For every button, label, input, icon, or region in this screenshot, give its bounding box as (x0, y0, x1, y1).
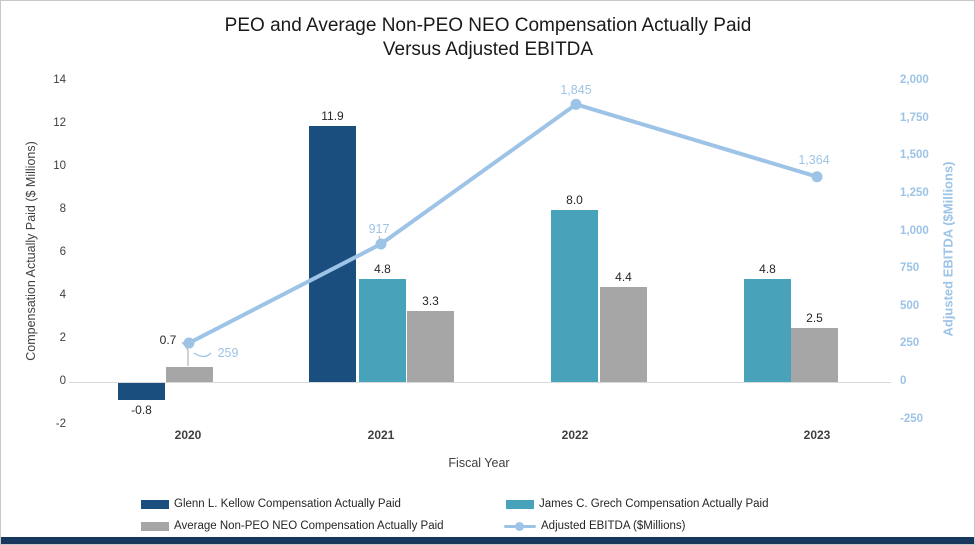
legend-item-4: Adjusted EBITDA ($Millions) (504, 520, 685, 532)
right-tick-label: 2,000 (900, 74, 929, 86)
bar-data-label: 2.5 (806, 311, 823, 326)
legend-label: Glenn L. Kellow Compensation Actually Pa… (174, 498, 401, 510)
bar (551, 210, 598, 382)
bar (791, 328, 838, 382)
right-tick-label: 1,750 (900, 111, 929, 124)
line-marker (375, 238, 387, 250)
legend-label: James C. Grech Compensation Actually Pai… (539, 498, 769, 510)
left-tick-label: 0 (59, 375, 66, 387)
chart-title: PEO and Average Non-PEO NEO Compensation… (225, 14, 752, 62)
bar-data-label: 8.0 (566, 193, 583, 207)
bar (359, 278, 406, 382)
bar (166, 366, 213, 382)
x-category-label: 2022 (561, 428, 589, 442)
bar-data-label: 11.9 (321, 109, 344, 124)
bar-data-label: 3.3 (422, 294, 439, 309)
x-category-label: 2020 (174, 428, 202, 442)
bar (600, 287, 647, 382)
legend-label: Average Non-PEO NEO Compensation Actuall… (174, 520, 444, 532)
bar (118, 383, 165, 401)
line-marker (811, 171, 823, 183)
right-tick-label: 1,250 (900, 186, 929, 199)
chart-title-line2: Versus Adjusted EBITDA (382, 39, 594, 60)
line-marker (183, 337, 195, 349)
bar-data-label: 4.8 (759, 261, 776, 276)
bar-data-label: 4.8 (374, 261, 391, 276)
legend-label: Adjusted EBITDA ($Millions) (541, 520, 686, 532)
label-leader-line (378, 235, 382, 244)
left-tick-label: 8 (59, 203, 66, 215)
right-tick-label: 0 (900, 375, 907, 387)
line-marker (570, 98, 582, 110)
line-data-label: 1,845 (560, 83, 592, 98)
right-tick-label: 1,000 (900, 224, 929, 237)
left-tick-label: -2 (55, 418, 66, 430)
legend-item-2: James C. Grech Compensation Actually Pai… (506, 498, 768, 510)
right-tick-label: -250 (900, 412, 924, 425)
chart-title-line1: PEO and Average Non-PEO NEO Compensation… (224, 15, 752, 36)
left-tick-label: 2 (59, 332, 66, 344)
legend-swatch (506, 499, 534, 509)
right-tick-label: 750 (900, 262, 920, 275)
legend-line-swatch (504, 521, 536, 531)
bar (309, 126, 356, 382)
line-data-label: 1,364 (798, 152, 830, 167)
legend-item-3: Average Non-PEO NEO Compensation Actuall… (141, 520, 444, 532)
bar-data-label: 4.4 (615, 270, 632, 285)
ebitda-line (187, 102, 819, 346)
bottom-accent-bar (1, 537, 974, 544)
line-data-label: 917 (368, 221, 390, 236)
legend-swatch (141, 521, 169, 531)
bar (744, 278, 791, 382)
left-tick-label: 14 (53, 74, 66, 86)
left-tick-label: 10 (53, 160, 66, 172)
line-data-label: 259 (217, 346, 239, 361)
x-axis-title: Fiscal Year (448, 456, 510, 470)
left-tick-label: 12 (53, 117, 66, 129)
right-tick-label: 500 (900, 299, 920, 312)
label-leader-line (193, 352, 212, 358)
legend-swatch (141, 499, 169, 509)
legend-item-1: Glenn L. Kellow Compensation Actually Pa… (141, 498, 401, 510)
bar-data-label: -0.8 (131, 403, 152, 418)
label-leader-line (181, 341, 189, 366)
bar-data-label: 0.7 (159, 333, 177, 347)
right-tick-label: 250 (900, 337, 920, 350)
bar (407, 311, 454, 382)
left-tick-label: 4 (59, 289, 66, 301)
left-tick-label: 6 (59, 246, 66, 258)
x-axis-line (69, 382, 891, 383)
x-category-label: 2023 (803, 428, 831, 442)
right-tick-label: 1,500 (900, 149, 929, 162)
x-category-label: 2021 (367, 428, 395, 442)
